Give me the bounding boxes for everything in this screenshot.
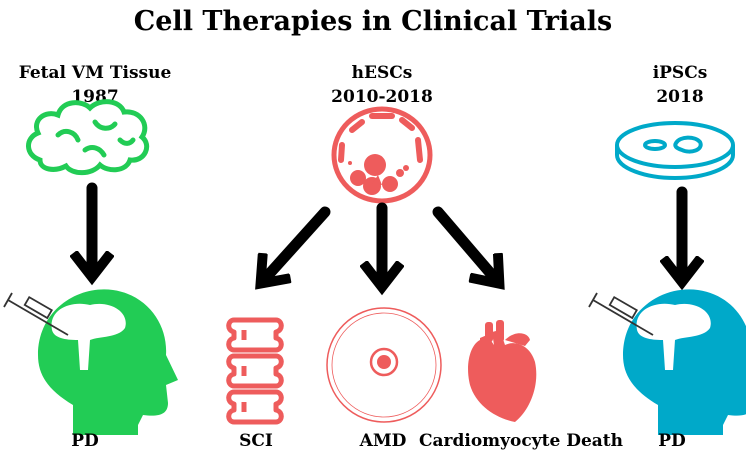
page-title: Cell Therapies in Clinical Trials	[134, 6, 612, 37]
brain-icon	[26, 99, 150, 176]
source-name-hesc: hESCs	[352, 63, 413, 83]
head-brain-injection-icon-ipsc	[588, 289, 746, 435]
target-label-pd-ipsc: PD	[658, 431, 686, 451]
spine-icon	[226, 317, 284, 425]
source-year-ipsc: 2018	[656, 87, 703, 107]
target-label-cardio: Cardiomyocyte Death	[419, 431, 623, 451]
arrow-hesc-to-sci	[262, 206, 331, 282]
arrow-hesc-to-heart	[432, 206, 498, 282]
target-label-amd: AMD	[359, 431, 407, 451]
syringe-icon	[3, 292, 69, 336]
heart-icon	[468, 320, 537, 422]
source-name-ipsc: iPSCs	[653, 63, 708, 83]
target-label-pd-fetal: PD	[71, 431, 99, 451]
eye-icon	[326, 307, 442, 423]
syringe-icon	[588, 292, 654, 336]
source-name-fetal: Fetal VM Tissue	[19, 63, 172, 83]
target-label-sci: SCI	[239, 431, 273, 451]
arrows	[92, 182, 682, 285]
cell-icon	[331, 106, 433, 204]
petri-dish-icon	[615, 121, 735, 181]
head-brain-injection-icon-fetal	[3, 289, 178, 435]
source-year-hesc: 2010-2018	[331, 87, 433, 107]
